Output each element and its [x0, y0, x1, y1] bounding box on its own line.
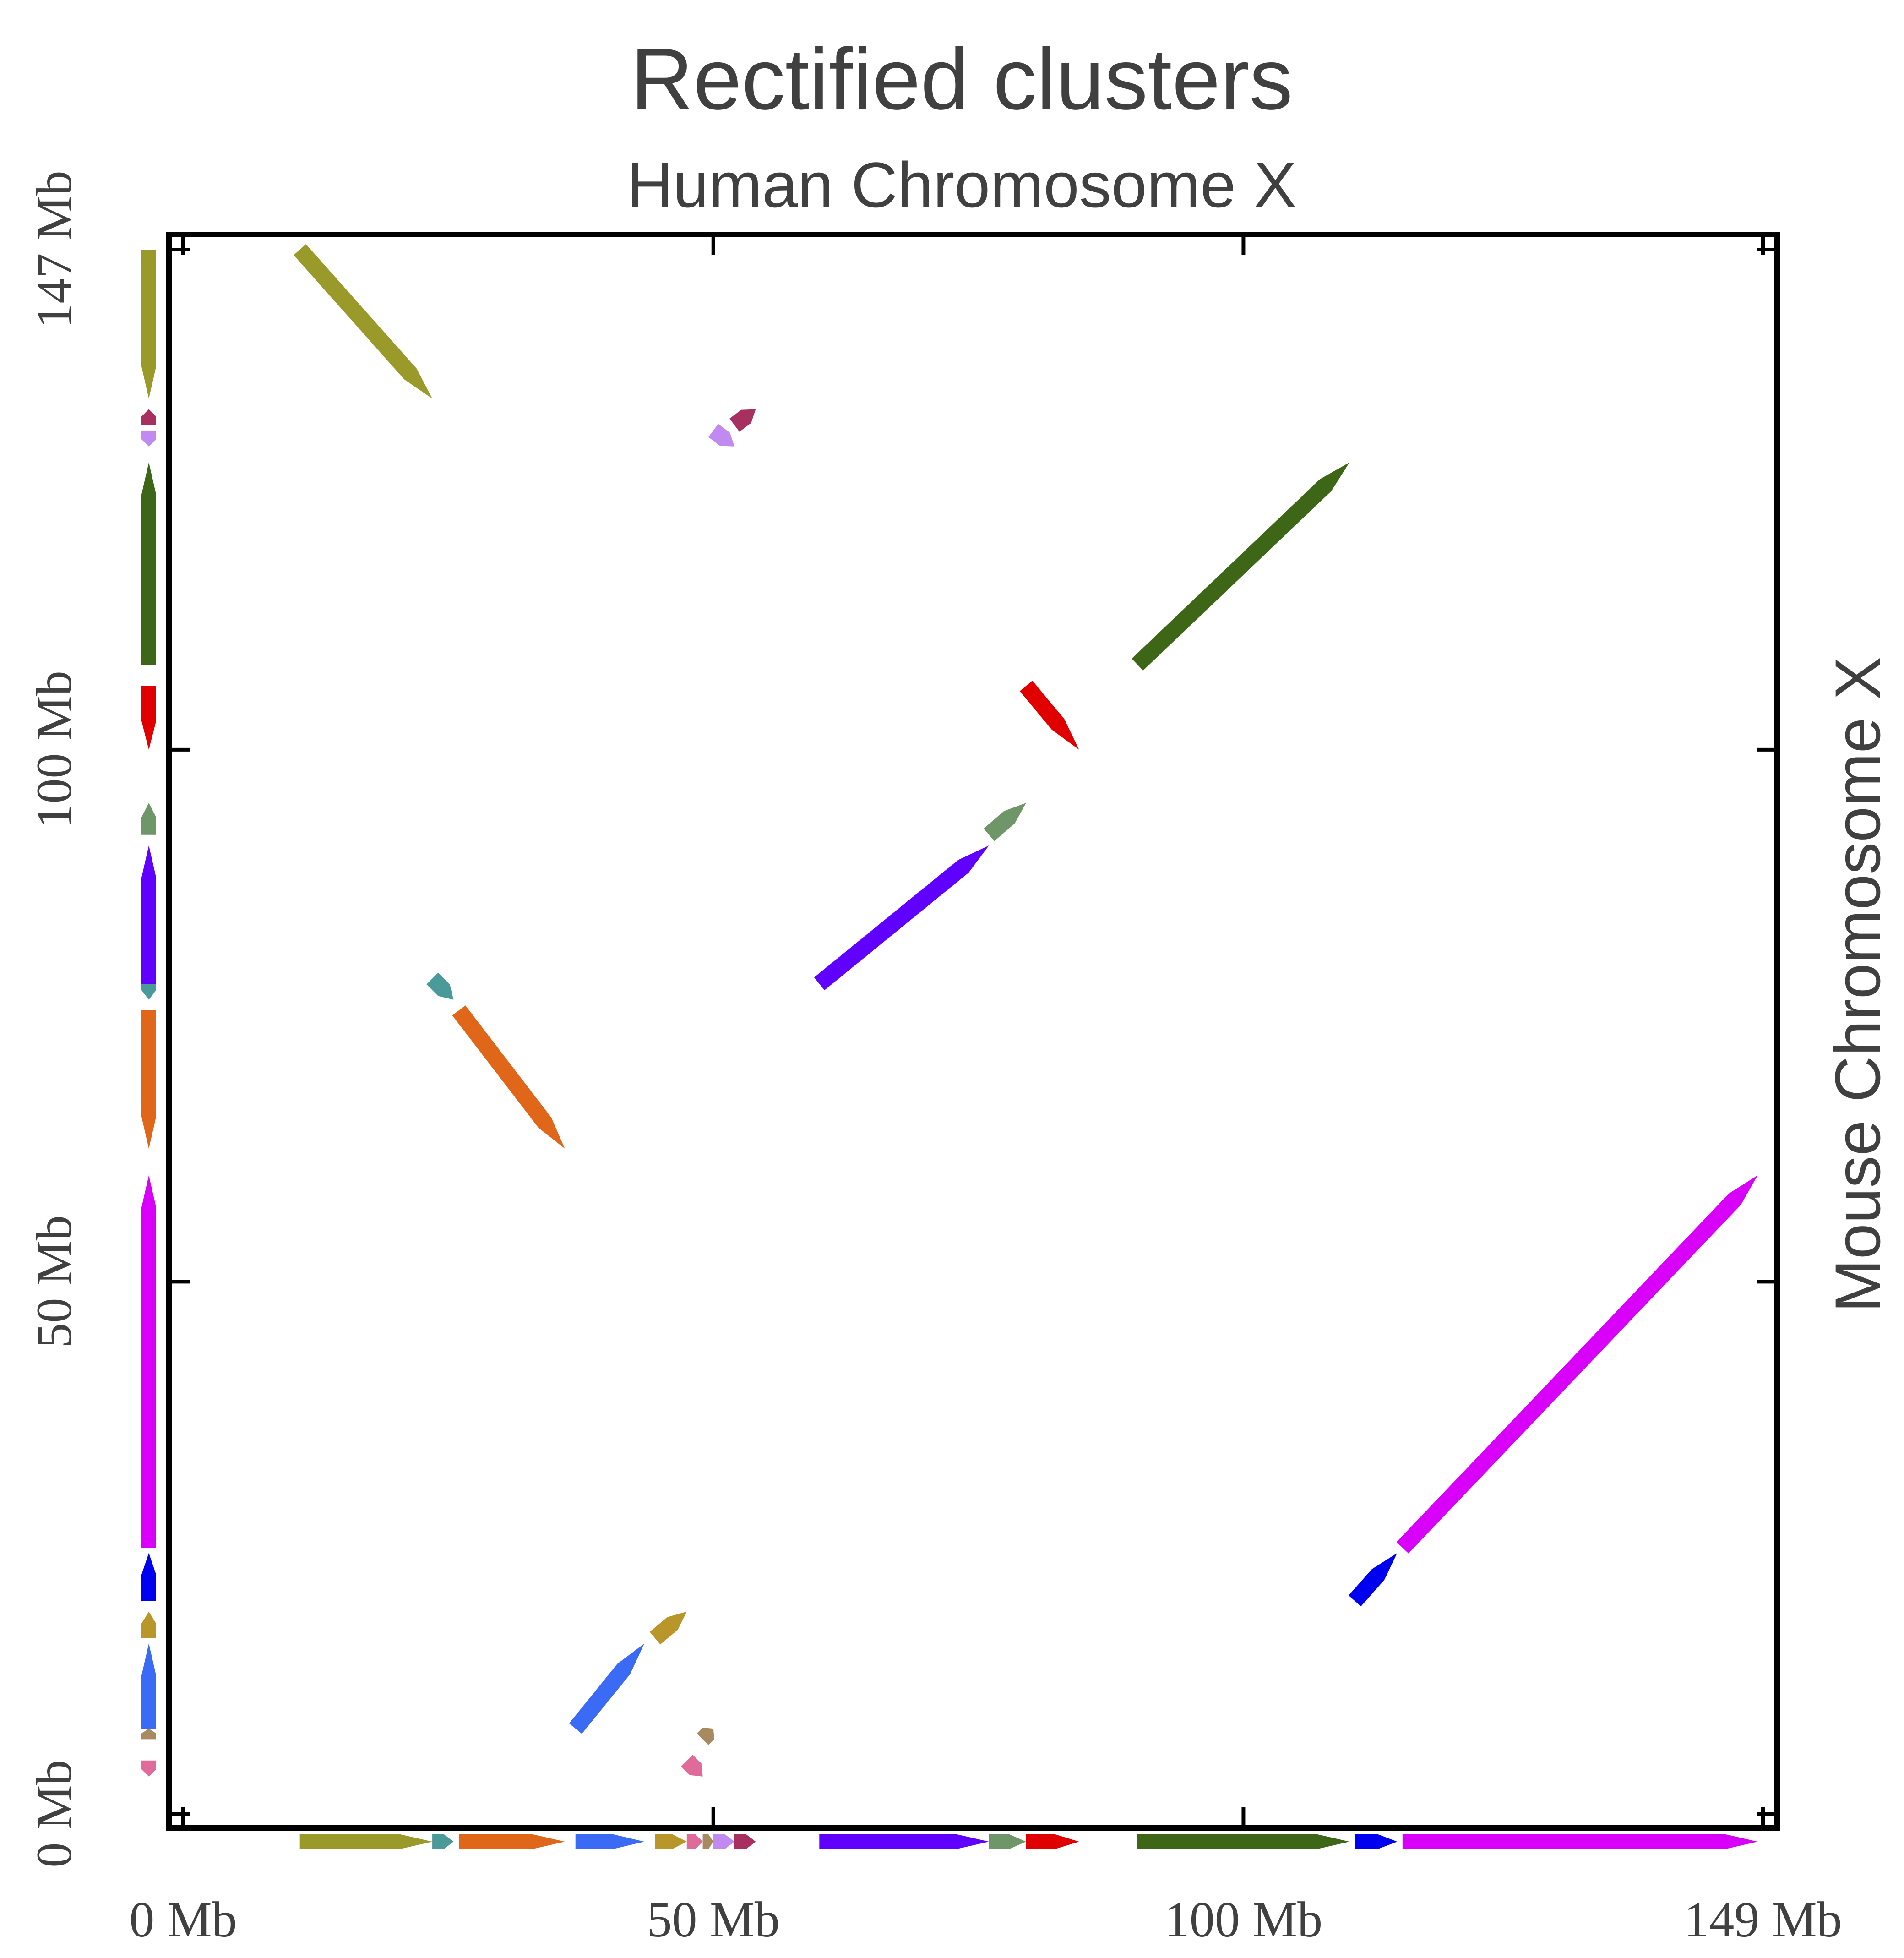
cluster-12-mark	[1019, 681, 1079, 750]
cluster-3-x-track-arrow	[459, 1834, 565, 1849]
cluster-6-x-track-arrow	[686, 1834, 703, 1849]
cluster-10-mark	[814, 845, 989, 990]
cluster-12-x-track-arrow	[1026, 1834, 1079, 1849]
cluster-8-y-track-arrow	[141, 430, 156, 447]
cluster-2-mark	[426, 972, 454, 1000]
cluster-11-mark	[984, 803, 1026, 841]
cluster-3-y-track-arrow	[141, 1010, 156, 1149]
x-tick-label: 100 Mb	[1164, 1892, 1322, 1947]
cluster-10-y-track-arrow	[141, 845, 156, 984]
chart-title: Rectified clusters	[631, 31, 1293, 128]
cluster-13-y-track-arrow	[141, 462, 156, 665]
cluster-7-mark	[696, 1727, 714, 1745]
cluster-15-y-track-arrow	[141, 1175, 156, 1548]
cluster-4-y-track-arrow	[141, 1643, 156, 1729]
y-tick-label: 50 Mb	[26, 1215, 82, 1348]
y-tick-label: 0 Mb	[26, 1760, 82, 1867]
cluster-8-x-track-arrow	[713, 1834, 734, 1849]
cluster-15-mark	[1396, 1175, 1758, 1554]
cluster-14-mark	[1349, 1553, 1398, 1607]
cluster-1-y-track-arrow	[141, 250, 156, 399]
cluster-10-x-track-arrow	[819, 1834, 989, 1849]
y-axis-label: Mouse Chromosome X	[1822, 657, 1893, 1313]
plot-frame	[166, 232, 1780, 1831]
cluster-11-x-track-arrow	[989, 1834, 1026, 1849]
cluster-9-mark	[729, 409, 756, 432]
cluster-11-y-track-arrow	[141, 803, 156, 835]
cluster-12-y-track-arrow	[141, 686, 156, 750]
cluster-6-y-track-arrow	[141, 1760, 156, 1777]
cluster-9-x-track-arrow	[734, 1834, 756, 1849]
y-axis-cluster-track	[141, 250, 156, 1777]
cluster-15-x-track-arrow	[1402, 1834, 1758, 1849]
x-axis-cluster-track	[299, 1834, 1758, 1849]
axis-ticks	[169, 235, 1777, 1828]
x-tick-label: 149 Mb	[1684, 1892, 1842, 1947]
x-tick-label: 50 Mb	[647, 1892, 780, 1947]
cluster-14-x-track-arrow	[1355, 1834, 1398, 1849]
cluster-14-y-track-arrow	[141, 1553, 156, 1601]
cluster-5-mark	[649, 1611, 687, 1645]
cluster-2-x-track-arrow	[432, 1834, 454, 1849]
cluster-8-mark	[708, 424, 734, 447]
axis-tick-labels: 0 Mb 50 Mb 100 Mb 149 Mb 0 Mb 50 Mb 100 Mb 147 …	[26, 170, 1842, 1947]
y-tick-label: 147 Mb	[26, 170, 82, 328]
cluster-6-mark	[681, 1755, 703, 1777]
cluster-5-x-track-arrow	[655, 1834, 687, 1849]
cluster-4-x-track-arrow	[575, 1834, 645, 1849]
cluster-3-mark	[452, 1005, 565, 1149]
cluster-13-x-track-arrow	[1137, 1834, 1349, 1849]
cluster-7-y-track-arrow	[141, 1729, 156, 1740]
cluster-marks	[294, 244, 1758, 1777]
chart-subtitle: Human Chromosome X	[627, 149, 1297, 221]
x-tick-label: 0 Mb	[129, 1892, 237, 1947]
cluster-5-y-track-arrow	[141, 1611, 156, 1638]
cluster-1-x-track-arrow	[299, 1834, 433, 1849]
cluster-1-mark	[294, 244, 433, 399]
cluster-4-mark	[569, 1643, 645, 1734]
cluster-7-x-track-arrow	[702, 1834, 713, 1849]
cluster-13-mark	[1132, 462, 1349, 671]
cluster-9-y-track-arrow	[141, 409, 156, 425]
y-tick-label: 100 Mb	[26, 671, 82, 829]
